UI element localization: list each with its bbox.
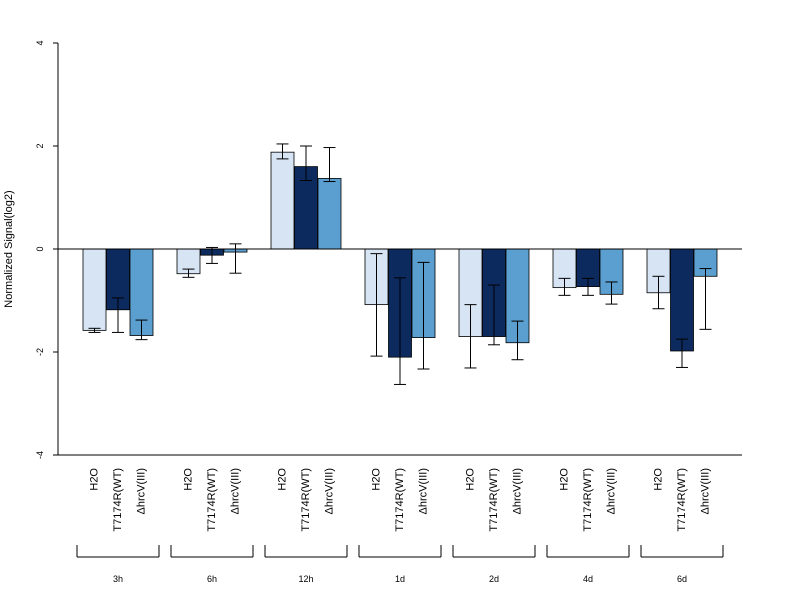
x-category-label: ΔhrcV(III) (324, 468, 336, 514)
bar (82, 248, 107, 331)
y-tick-label: 0 (35, 246, 45, 251)
y-tick-label: -4 (35, 451, 45, 459)
y-axis: -4 -2 0 2 4 (35, 40, 59, 459)
x-category-label: H2O (559, 468, 571, 491)
group-label: 6d (677, 574, 687, 584)
group-label: 1d (395, 574, 405, 584)
y-tick-label: 2 (35, 143, 45, 148)
x-category-label: ΔhrcV(III) (512, 468, 524, 514)
x-category-label: H2O (277, 468, 289, 491)
x-category-label: T7174R(WT) (112, 468, 124, 532)
x-category-label: H2O (371, 468, 383, 491)
y-axis-label: Normalized Signal(log2) (3, 190, 15, 307)
x-axis: H2O T7174R(WT) ΔhrcV(III) 3h H2O T7174R(WT) Δh… (58, 248, 742, 584)
x-category-label: T7174R(WT) (300, 468, 312, 532)
bars (82, 143, 718, 385)
bar (270, 151, 295, 250)
x-category-label: ΔhrcV(III) (230, 468, 242, 514)
x-category-label: H2O (465, 468, 477, 491)
x-category-label: ΔhrcV(III) (136, 468, 148, 514)
x-category-label: H2O (89, 468, 101, 491)
bar (317, 178, 342, 250)
y-tick-label: 4 (35, 40, 45, 45)
bar (670, 248, 694, 352)
group-label: 6h (207, 574, 217, 584)
x-category-label: T7174R(WT) (394, 468, 406, 532)
x-category-label: T7174R(WT) (488, 468, 500, 532)
x-category-label: H2O (183, 468, 195, 491)
x-category-label: ΔhrcV(III) (700, 468, 712, 514)
x-category-label: H2O (653, 468, 665, 491)
group-label: 3h (113, 574, 123, 584)
group-label: 12h (298, 574, 313, 584)
x-category-label: T7174R(WT) (676, 468, 688, 532)
group-label: 4d (583, 574, 593, 584)
x-category-label: T7174R(WT) (206, 468, 218, 532)
y-tick-label: -2 (35, 348, 45, 356)
x-category-label: ΔhrcV(III) (606, 468, 618, 514)
group-label: 2d (489, 574, 499, 584)
x-category-label: ΔhrcV(III) (418, 468, 430, 514)
x-category-label: T7174R(WT) (582, 468, 594, 532)
